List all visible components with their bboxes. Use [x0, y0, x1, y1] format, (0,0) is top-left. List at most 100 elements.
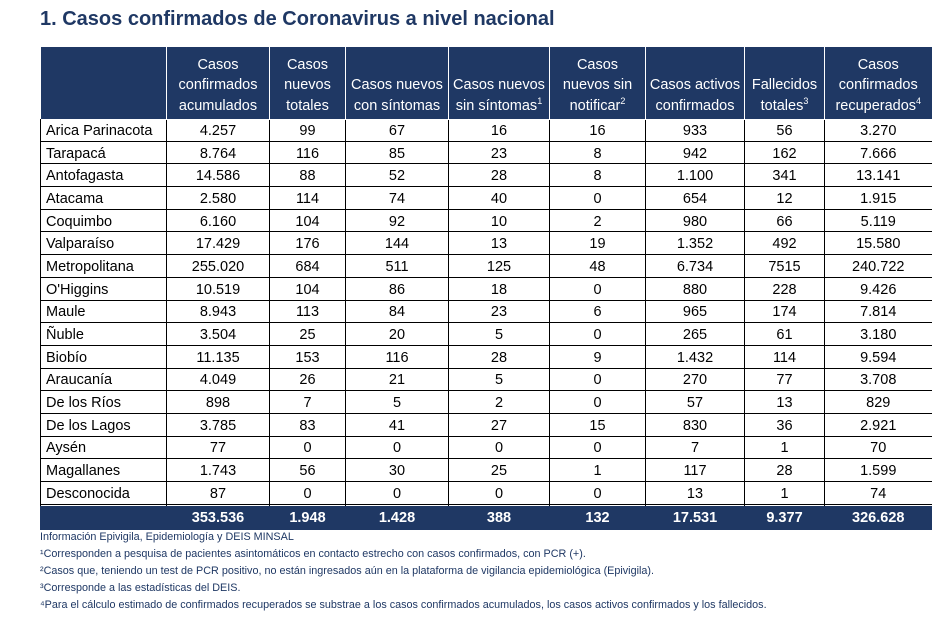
table-cell: 114	[269, 187, 346, 211]
footnotes: Información Epivigila, Epidemiología y D…	[40, 529, 767, 614]
column-header: Casos nuevos totales	[269, 47, 346, 120]
total-cell: 17.531	[645, 504, 745, 530]
footnote-marker: 1	[537, 95, 543, 106]
table-cell: 8.943	[166, 300, 270, 324]
table-cell: 2	[549, 209, 646, 233]
table-cell: 1.915	[824, 187, 932, 211]
column-header: Fallecidos totales3	[744, 47, 825, 120]
table-cell: 16	[448, 119, 550, 143]
table-cell: 104	[269, 209, 346, 233]
table-cell: 4.257	[166, 119, 270, 143]
table-cell: 980	[645, 209, 745, 233]
table-cell: 48	[549, 255, 646, 279]
table-cell: 70	[824, 436, 932, 460]
table-cell: 5	[448, 323, 550, 347]
table-cell: 125	[448, 255, 550, 279]
table-cell: 21	[345, 368, 449, 392]
table-cell: 41	[345, 413, 449, 438]
table-row: Araucanía 4.049 26 21 5 0 270 77 3.708	[40, 368, 932, 392]
table-cell: 14.586	[166, 164, 270, 188]
table-cell: 40	[448, 187, 550, 211]
table-row: Metropolitana 255.020 684 511 125 48 6.734 7515…	[40, 255, 932, 279]
table-cell: 77	[744, 368, 825, 392]
table-cell: 114	[744, 345, 825, 370]
table-cell: 13	[645, 482, 745, 506]
total-cell: 353.536	[166, 504, 270, 530]
table-cell: 84	[345, 300, 449, 324]
table-cell: 933	[645, 119, 745, 143]
table-cell: 3.708	[824, 368, 932, 392]
table-row: Arica Parinacota 4.257 99 67 16 16 933 56 3.270	[40, 119, 932, 143]
column-header: Casos confirmados recuperados4	[824, 47, 932, 120]
table-cell: 341	[744, 164, 825, 188]
table-cell: 880	[645, 277, 745, 301]
table-cell: 830	[645, 413, 745, 438]
region-name: Araucanía	[40, 368, 167, 392]
table-cell: 7	[645, 436, 745, 460]
table-cell: 20	[345, 323, 449, 347]
table-cell: 0	[549, 391, 646, 415]
table-cell: 7.666	[824, 141, 932, 165]
table-cell: 829	[824, 391, 932, 415]
table-cell: 74	[345, 187, 449, 211]
column-header: Casos nuevos sin notificar2	[549, 47, 646, 120]
table-cell: 36	[744, 413, 825, 438]
cases-table: Casos confirmados acumulados Casos nuevos…	[40, 47, 932, 530]
total-cell: 1.428	[345, 504, 449, 530]
table-cell: 0	[549, 482, 646, 506]
table-cell: 85	[345, 141, 449, 165]
table-cell: 0	[549, 323, 646, 347]
table-cell: 28	[744, 459, 825, 483]
table-cell: 25	[448, 459, 550, 483]
region-name: Biobío	[40, 345, 167, 370]
column-header-label: Fallecidos totales	[751, 77, 818, 114]
footnote: Información Epivigila, Epidemiología y D…	[40, 531, 294, 543]
table-cell: 5	[345, 391, 449, 415]
table-cell: 116	[345, 345, 449, 370]
table-cell: 86	[345, 277, 449, 301]
table-cell: 0	[448, 482, 550, 506]
table-cell: 684	[269, 255, 346, 279]
table-cell: 8.764	[166, 141, 270, 165]
table-cell: 117	[645, 459, 745, 483]
region-name: Ñuble	[40, 323, 167, 347]
table-cell: 11.135	[166, 345, 270, 370]
table-cell: 4.049	[166, 368, 270, 392]
table-cell: 1.432	[645, 345, 745, 370]
table-cell: 18	[448, 277, 550, 301]
table-cell: 0	[549, 277, 646, 301]
footnote: ²Casos que, teniendo un test de PCR posi…	[40, 565, 654, 577]
table-cell: 270	[645, 368, 745, 392]
table-cell: 13	[448, 232, 550, 256]
table-cell: 265	[645, 323, 745, 347]
table-cell: 52	[345, 164, 449, 188]
column-header-label: Casos nuevos sin notificar	[562, 56, 633, 114]
table-cell: 92	[345, 209, 449, 233]
table-cell: 15	[549, 413, 646, 438]
table-cell: 30	[345, 459, 449, 483]
table-cell: 1	[549, 459, 646, 483]
total-cell: 1.948	[269, 504, 346, 530]
table-cell: 174	[744, 300, 825, 324]
table-cell: 1.352	[645, 232, 745, 256]
table-cell: 5.119	[824, 209, 932, 233]
column-header-label: Casos nuevos totales	[284, 56, 331, 114]
table-cell: 2.921	[824, 413, 932, 438]
region-name: Atacama	[40, 187, 167, 211]
table-cell: 2.580	[166, 187, 270, 211]
table-cell: 15.580	[824, 232, 932, 256]
table-cell: 57	[645, 391, 745, 415]
table-row: Biobío 11.135 153 116 28 9 1.432 114 9.594	[40, 345, 932, 370]
region-name: Aysén	[40, 436, 167, 460]
table-cell: 88	[269, 164, 346, 188]
footnote: ¹Corresponden a pesquisa de pacientes as…	[40, 548, 586, 560]
column-header-label: Casos confirmados acumulados	[178, 56, 258, 114]
table-cell: 3.504	[166, 323, 270, 347]
column-header: Casos nuevos con síntomas	[345, 47, 449, 120]
table-cell: 3.270	[824, 119, 932, 143]
footnote-marker: 2	[620, 95, 626, 106]
region-name: Antofagasta	[40, 164, 167, 188]
column-header-label: Casos confirmados recuperados	[835, 56, 918, 114]
table-cell: 6.734	[645, 255, 745, 279]
table-cell: 83	[269, 413, 346, 438]
